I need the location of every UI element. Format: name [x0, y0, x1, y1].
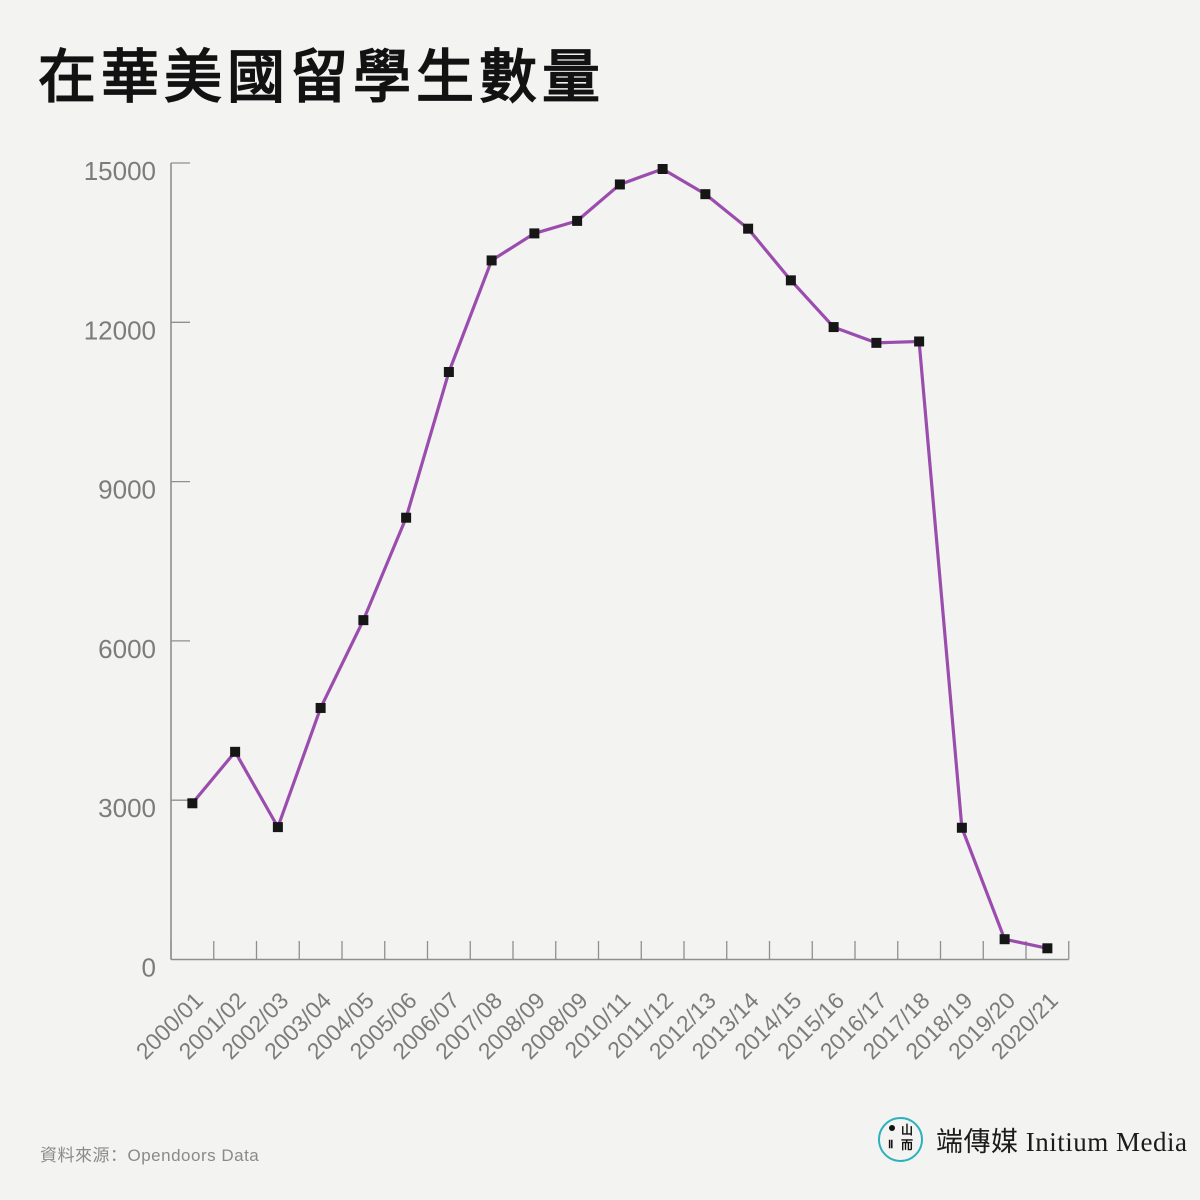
- initium-logo-icon: 山 Ⅱ 而: [878, 1116, 923, 1162]
- brand-lockup: 山 Ⅱ 而 端傳媒 Initium Media: [878, 1114, 1187, 1164]
- y-tick-label: 12000: [84, 315, 156, 345]
- y-tick-label: 9000: [98, 475, 156, 505]
- logo-glyph-bottom-right: 而: [901, 1137, 914, 1152]
- data-point-marker: [871, 337, 882, 348]
- data-point-marker: [785, 275, 796, 286]
- logo-glyph-bottom-left: Ⅱ: [888, 1138, 894, 1151]
- source-note: 資料來源：Opendoors Data: [40, 1146, 260, 1165]
- data-point-marker: [657, 164, 668, 175]
- data-point-marker: [401, 512, 412, 523]
- data-point-marker: [358, 615, 369, 626]
- logo-glyph-top-right: 山: [901, 1122, 914, 1137]
- data-point-marker: [828, 322, 839, 333]
- data-point-marker: [614, 179, 625, 190]
- data-point-marker: [914, 336, 925, 347]
- data-point-marker: [187, 798, 198, 809]
- data-point-marker: [272, 822, 283, 833]
- data-point-marker: [999, 934, 1010, 945]
- y-tick-label: 3000: [98, 793, 156, 823]
- data-point-marker: [443, 367, 454, 378]
- logo-dot: [889, 1124, 895, 1131]
- data-point-marker: [743, 223, 754, 234]
- y-tick-label: 6000: [98, 634, 156, 664]
- data-point-marker: [956, 822, 967, 833]
- y-tick-label: 0: [142, 953, 156, 983]
- data-point-marker: [315, 702, 326, 713]
- brand-name: 端傳媒 Initium Media: [936, 1126, 1188, 1157]
- y-tick-label: 15000: [84, 156, 156, 186]
- line-series: [190, 167, 1049, 950]
- data-point-marker: [486, 255, 497, 266]
- data-point-marker: [1042, 943, 1053, 954]
- data-point-marker: [572, 215, 583, 226]
- data-point-marker: [700, 189, 711, 200]
- data-point-marker: [529, 228, 540, 239]
- data-point-marker: [230, 746, 241, 757]
- chart-title: 在華美國留學生數量: [38, 45, 606, 110]
